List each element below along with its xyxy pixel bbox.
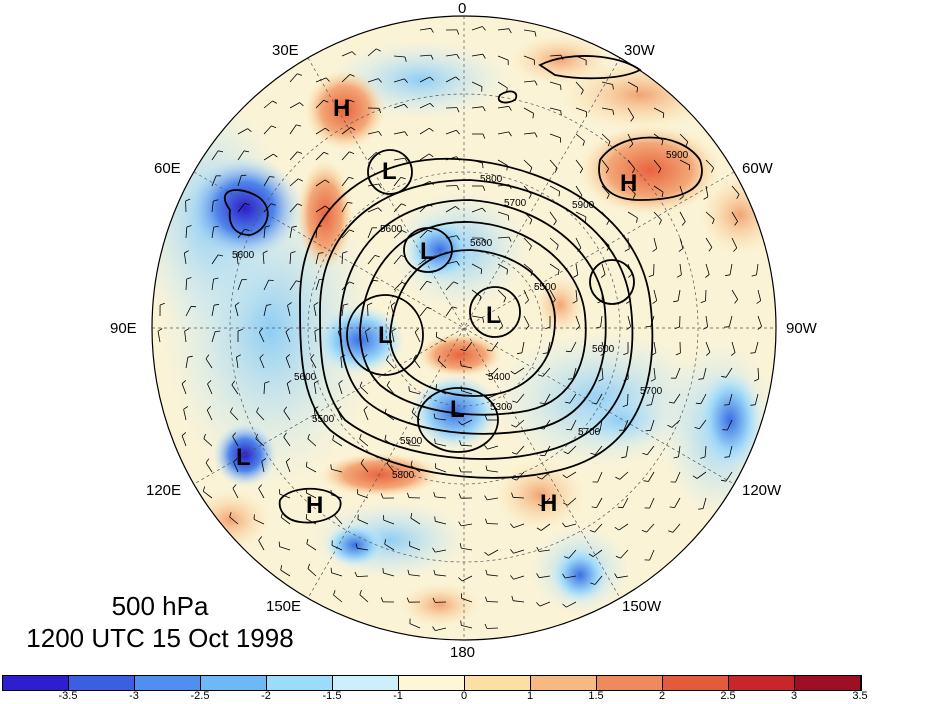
colorbar <box>2 675 862 691</box>
contour-label: 5600 <box>232 250 254 261</box>
colorbar-tick-label: -3.5 <box>59 690 78 702</box>
map-datetime: 1200 UTC 15 Oct 1998 <box>10 622 310 654</box>
high-center: H <box>306 492 323 520</box>
wind-barb <box>706 290 707 301</box>
contour-label: 5600 <box>294 372 316 383</box>
lon-label-150w: 150W <box>622 598 661 615</box>
contour-label: 5700 <box>504 198 526 209</box>
colorbar-tick-label: 1 <box>527 690 533 702</box>
wind-barb-feather <box>436 332 437 337</box>
low-center: L <box>378 322 393 350</box>
colorbar-segment <box>399 676 465 690</box>
lon-label-180: 180 <box>450 644 475 661</box>
wind-barb-feather <box>689 165 690 170</box>
high-center: H <box>540 490 557 518</box>
contour-label: 5500 <box>400 436 422 447</box>
contour-label: 5900 <box>572 200 594 211</box>
contour-label: 5800 <box>480 174 502 185</box>
colorbar-tick-label: 2.5 <box>720 690 735 702</box>
low-center: L <box>486 302 501 330</box>
lon-label-90e: 90E <box>110 320 137 337</box>
lon-label-60w: 60W <box>742 160 773 177</box>
wind-barb-feather <box>696 403 701 404</box>
wind-barb-feather <box>724 327 729 328</box>
wind-barb <box>487 628 498 629</box>
contour-label: 5800 <box>392 470 414 481</box>
contour-label: 5900 <box>666 150 688 161</box>
colorbar-tick-label: -1 <box>393 690 403 702</box>
contour-label: 5700 <box>578 427 600 438</box>
wind-barb-feather <box>618 507 623 508</box>
colorbar-segment <box>729 676 795 690</box>
colorbar-tick-label: 2 <box>659 690 665 702</box>
colorbar-tick-label: -1.5 <box>323 690 342 702</box>
contour-label: 5600 <box>592 344 614 355</box>
wind-barb-feather <box>191 306 196 307</box>
low-center: L <box>450 396 465 424</box>
contour-label: 5500 <box>534 282 556 293</box>
low-center: L <box>420 238 435 266</box>
colorbar-tick-label: 3 <box>791 690 797 702</box>
colorbar-segment <box>465 676 531 690</box>
colorbar-segment <box>135 676 201 690</box>
wind-barb <box>446 186 457 187</box>
colorbar-segment <box>267 676 333 690</box>
wind-barb <box>487 524 498 525</box>
contour-label: 5700 <box>640 386 662 397</box>
wind-barb-feather <box>566 351 571 352</box>
low-center: L <box>236 444 251 472</box>
colorbar-segment <box>3 676 69 690</box>
wind-barb <box>368 305 369 316</box>
colorbar-segment <box>69 676 135 690</box>
wind-barb-feather <box>483 163 484 168</box>
colorbar-segment <box>597 676 663 690</box>
colorbar-segment <box>201 676 267 690</box>
colorbar-tick-label: 0 <box>461 690 467 702</box>
wind-barb-feather <box>383 568 384 573</box>
map-caption: 500 hPa 1200 UTC 15 Oct 1998 <box>10 590 310 654</box>
colorbar-tick-label: -3 <box>129 690 139 702</box>
wind-barb-feather <box>566 429 571 430</box>
wind-barb <box>487 602 498 603</box>
high-center: H <box>333 95 350 123</box>
contour-label: 5300 <box>490 402 512 413</box>
colorbar-segment <box>333 676 399 690</box>
colorbar-tick-label: -2.5 <box>191 690 210 702</box>
contour-label: 5600 <box>380 224 402 235</box>
lon-label-30e: 30E <box>272 42 299 59</box>
wind-barb-feather <box>724 405 729 406</box>
lon-label-90w: 90W <box>786 320 817 337</box>
colorbar-tick-label: 3.5 <box>852 690 867 702</box>
map-title: 500 hPa <box>10 590 310 622</box>
high-center: H <box>620 170 637 198</box>
colorbar-segment <box>795 676 861 690</box>
lon-label-120w: 120W <box>742 482 781 499</box>
lon-label-60e: 60E <box>154 160 181 177</box>
wind-barb <box>628 394 629 405</box>
lon-label-120e: 120E <box>146 482 181 499</box>
low-center: L <box>382 158 397 186</box>
contour-label: 5600 <box>470 238 492 249</box>
colorbar-segment <box>531 676 597 690</box>
contour-label: 5500 <box>312 414 334 425</box>
colorbar-tick-label: -2 <box>261 690 271 702</box>
colorbar-segment <box>663 676 729 690</box>
lon-label-0: 0 <box>458 0 466 17</box>
colorbar-tick-label: 1.5 <box>588 690 603 702</box>
lon-label-30w: 30W <box>624 42 655 59</box>
contour-label: 5400 <box>488 372 510 383</box>
